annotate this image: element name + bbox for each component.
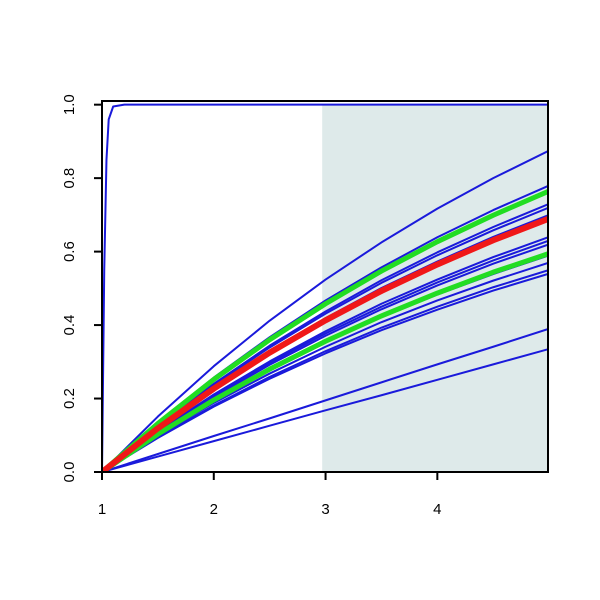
- series-line: [102, 348, 548, 472]
- series-line: [102, 272, 548, 472]
- x-tick-label: 1: [98, 501, 106, 518]
- series-line: [102, 328, 548, 472]
- series-line: [102, 103, 548, 472]
- x-tick-label: 3: [321, 501, 329, 518]
- plot-area: [102, 103, 548, 472]
- series-line: [102, 188, 548, 472]
- y-tick-label: 0.8: [61, 168, 78, 189]
- series-line: [102, 215, 548, 472]
- shaded-region: [322, 104, 548, 472]
- x-tick-label: 2: [210, 501, 218, 518]
- y-tick-label: 0.4: [61, 315, 78, 336]
- y-tick-label: 0.0: [61, 462, 78, 483]
- x-tick-label: 4: [433, 501, 441, 518]
- y-tick-label: 0.6: [61, 241, 78, 262]
- series-line: [102, 150, 548, 472]
- y-tick-label: 0.2: [61, 388, 78, 409]
- axes: 1 2 3 4 0.0 0.2 0.4 0.6 0.8 1.0: [61, 94, 549, 518]
- series-line: [102, 251, 548, 472]
- y-tick-label: 1.0: [61, 94, 78, 115]
